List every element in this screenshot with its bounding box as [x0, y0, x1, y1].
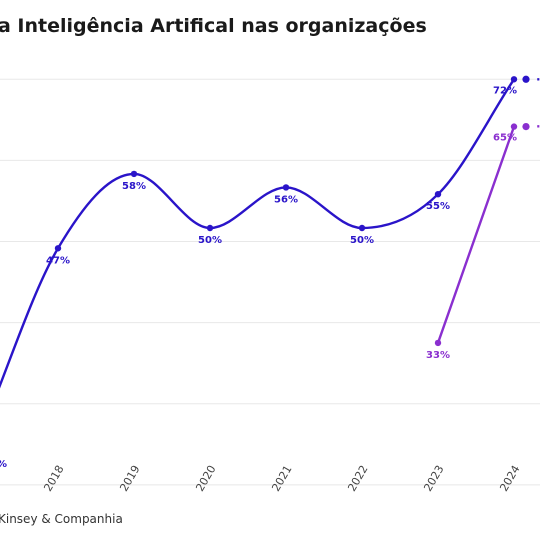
data-label: 56% — [274, 194, 298, 205]
data-point — [206, 224, 214, 232]
data-label: 47% — [46, 255, 70, 266]
x-tick-label: 2020 — [193, 463, 218, 494]
series-line-0 — [0, 78, 516, 389]
data-point — [434, 191, 442, 198]
data-label: 50% — [350, 235, 374, 246]
legend-label: · IA — [536, 120, 540, 134]
data-point — [510, 76, 518, 83]
x-axis-ticks: 2018 2019 2020 2021 2022 2023 2024 — [41, 463, 522, 494]
legend-marker — [522, 75, 530, 83]
data-label: % — [0, 459, 7, 470]
data-point — [282, 184, 290, 191]
data-label: 33% — [426, 350, 450, 361]
grid-lines — [0, 78, 540, 486]
data-label: 58% — [122, 181, 146, 192]
data-label: 50% — [198, 235, 222, 246]
data-label: 65% — [493, 133, 517, 144]
x-tick-label: 2021 — [269, 463, 294, 494]
data-point — [54, 245, 62, 252]
legend-label: · IA — [536, 72, 540, 86]
x-tick-label: 2019 — [117, 463, 142, 494]
data-point — [510, 123, 518, 130]
chart-title: a Inteligência Artifical nas organizaçõe… — [0, 15, 427, 37]
data-label: 55% — [426, 201, 450, 212]
series-line-1 — [436, 125, 516, 345]
chart-source: Kinsey & Companhia — [0, 512, 123, 526]
x-tick-label: 2023 — [421, 463, 446, 494]
data-point — [434, 339, 442, 347]
legend-marker — [522, 123, 530, 131]
x-tick-label: 2024 — [497, 463, 522, 494]
series-lines: % 47% 58% 50% 56% 50% 55% 72% · IA 33% 65% · IA — [0, 72, 540, 470]
data-point — [130, 170, 138, 178]
data-label: 72% — [493, 85, 517, 96]
data-point — [358, 224, 366, 232]
x-tick-label: 2022 — [345, 463, 370, 494]
x-tick-label: 2018 — [41, 463, 66, 494]
